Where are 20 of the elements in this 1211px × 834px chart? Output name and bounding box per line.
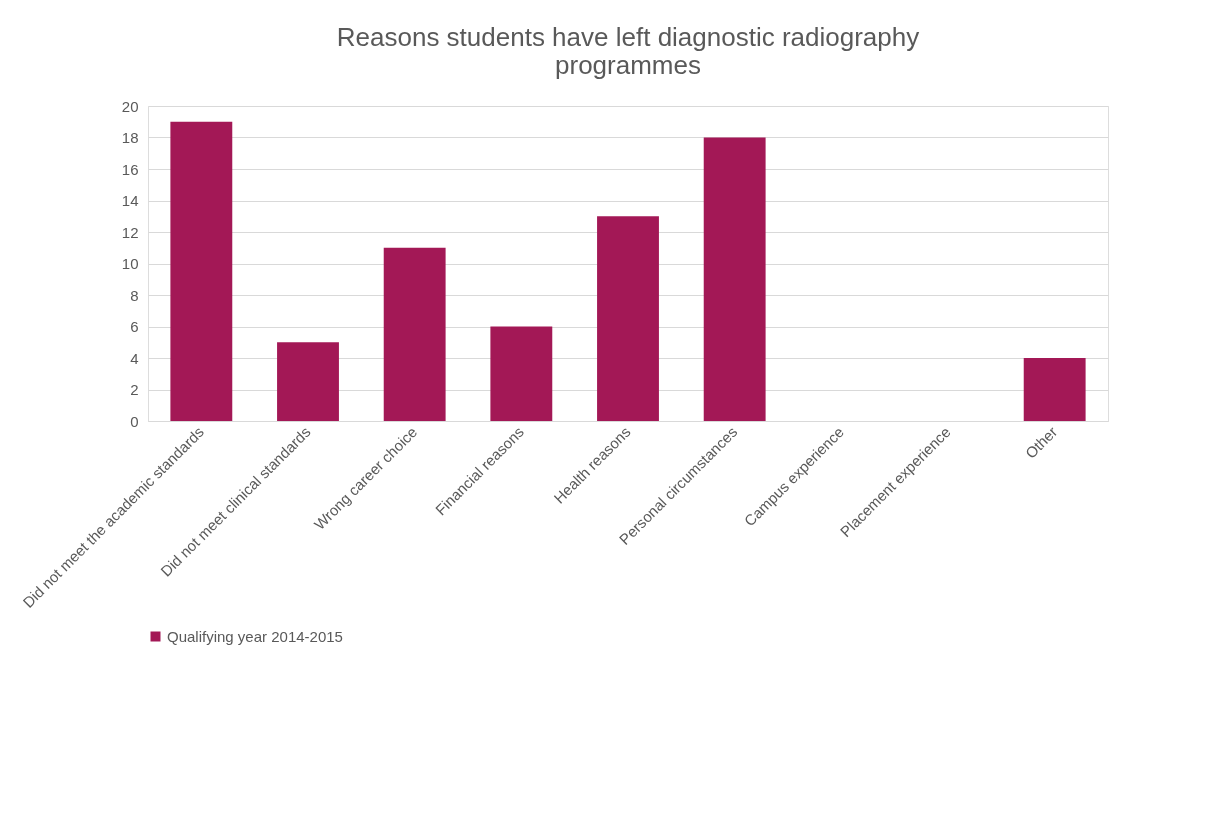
bar [1023, 358, 1086, 421]
y-tick-label: 0 [130, 412, 139, 430]
y-tick-label: 16 [121, 160, 139, 178]
y-tick-label: 18 [121, 129, 139, 146]
bar [597, 216, 659, 421]
y-tick-label: 20 [121, 97, 139, 115]
y-tick-label: 8 [130, 286, 139, 304]
y-tick-label: 4 [130, 349, 139, 367]
bar [170, 121, 233, 421]
legend-label: Qualifying year 2014-2015 [167, 627, 343, 645]
y-tick-label: 12 [121, 223, 139, 241]
bar [490, 326, 553, 421]
y-tick-label: 14 [121, 192, 139, 209]
bar [703, 137, 766, 421]
y-tick-label: 6 [130, 318, 139, 335]
y-tick-label: 10 [121, 255, 139, 272]
chart-title: Reasons students have left diagnostic radiography programmes [336, 22, 920, 80]
y-tick-label: 2 [130, 381, 139, 398]
bar [277, 342, 339, 421]
bar [383, 247, 446, 421]
